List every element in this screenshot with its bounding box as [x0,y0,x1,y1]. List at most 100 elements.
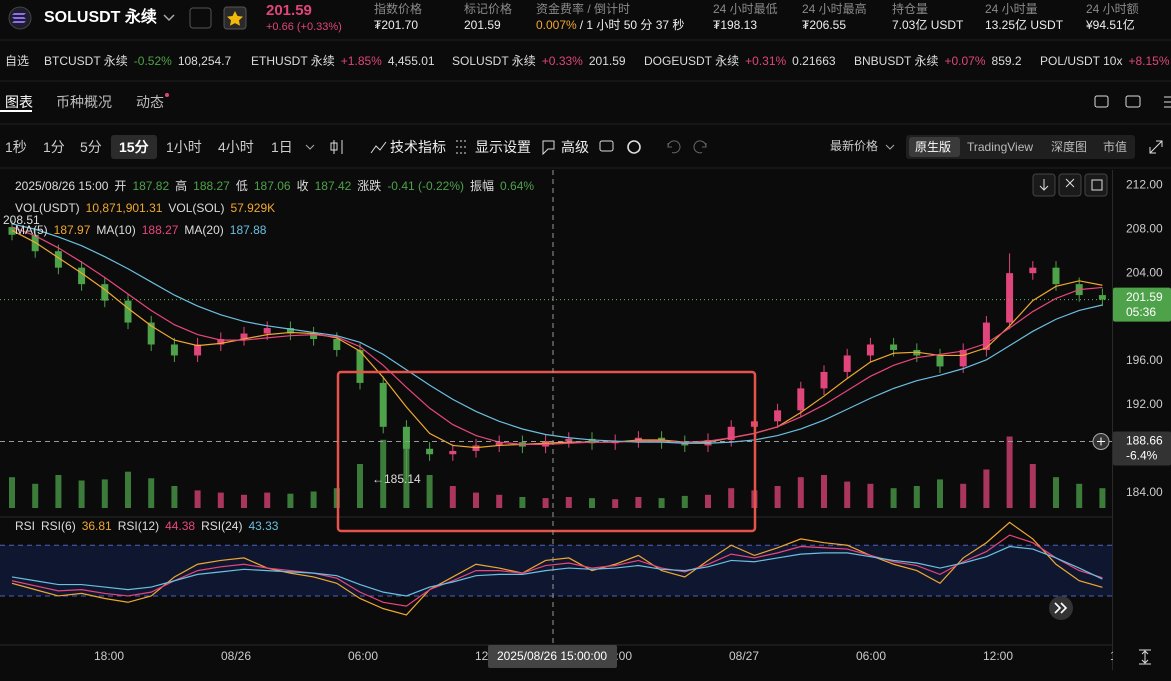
volume-bar [287,493,294,508]
legend-value: 36.81 [81,519,112,533]
ticker-item[interactable]: BTCUSDT 永续 -0.52% 108,254.7 [44,55,231,67]
candle-body [866,344,874,356]
tab[interactable]: 动态 [136,94,164,110]
tool-button[interactable]: 技术指标 [390,139,446,155]
ticker-price: 201.59 [588,54,626,68]
tab[interactable]: 图表 [5,94,33,110]
max-label: 208.51 [3,213,40,227]
interval-button[interactable]: 4小时 [218,139,254,155]
ticker-change: +0.33% [541,54,583,68]
volume-bar [32,483,39,508]
ticker-item[interactable]: ETHUSDT 永续 +1.85% 4,455.01 [251,55,435,67]
ticker-name: BNBUSDT 永续 [854,54,939,68]
legend-label: 涨跌 [357,179,382,193]
y-tick-label: 196.00 [1126,353,1163,367]
legend-value: 187.88 [229,223,267,237]
candle-body [959,349,967,367]
interval-dropdown[interactable] [305,144,315,150]
axis-scale-icon [1139,649,1151,665]
fullscreen-icon[interactable] [1149,140,1163,154]
volume-bar [449,486,456,508]
candle-body [263,328,271,334]
view-button[interactable]: 深度图 [1051,140,1088,154]
ticker-change: +0.07% [944,54,986,68]
candle-body [1052,267,1060,285]
y-tick-label: 212.00 [1126,178,1163,192]
ticker-item[interactable]: DOGEUSDT 永续 +0.31% 0.21663 [644,55,836,67]
symbol-dropdown[interactable] [163,14,175,22]
price-axis-panel [1113,645,1171,681]
volume-bar [1029,464,1036,508]
candle-type-icon[interactable] [333,140,343,154]
last-price-tag [1113,287,1171,322]
stat-value-row: ¥94.51亿 [1086,19,1135,31]
interval-button[interactable]: 5分 [80,139,102,155]
volume-bar [310,491,317,508]
template-icon[interactable] [599,140,614,152]
y-tick-label: 208.00 [1126,221,1163,235]
volume-bar [148,478,155,508]
x-tick-label: 06:00 [856,649,886,663]
candle-body [449,450,457,455]
ticker-item[interactable]: SOLUSDT 永续 +0.33% 201.59 [452,55,626,67]
alert-icon[interactable] [1094,95,1109,108]
ticker-item[interactable]: BNBUSDT 永续 +0.07% 859.2 [854,55,1022,67]
tool-button[interactable]: 显示设置 [475,139,531,155]
candle-body [286,328,294,334]
undo-icon[interactable] [667,140,681,154]
price-type-dropdown[interactable] [885,144,895,150]
stat-label: 24 小时最高 [802,2,867,16]
interval-button[interactable]: 1日 [271,139,293,155]
stat-value-row: 13.25亿 USDT [985,19,1063,31]
candle-body [356,349,364,383]
volume-bar [658,498,665,508]
scroll-latest-icon [1054,602,1068,614]
redo-icon[interactable] [693,140,707,154]
candle-body [1029,267,1037,274]
info-button[interactable] [189,7,212,29]
x-tick-label: 08/27 [729,649,759,663]
legend-title: RSI [15,519,36,533]
legend-label: MA(20) [184,223,224,237]
legend-label: RSI(24) [201,519,243,533]
chart-tool-button[interactable] [1058,173,1082,197]
volume-bar [1099,488,1106,508]
tab[interactable]: 币种概况 [56,94,112,110]
volume-bar [983,469,990,508]
candle-body [78,267,86,285]
volume-bar [357,464,363,508]
ticker-price: 4,455.01 [387,54,435,68]
volume-bar [565,497,572,508]
candle-body [310,333,318,339]
ticker-item[interactable]: POL/USDT 10x +8.15% [1040,55,1170,67]
candle-body [379,382,387,427]
chart-tool-button[interactable] [1084,173,1108,197]
ticker-name: DOGEUSDT 永续 [644,54,740,68]
volume-bar [728,488,735,508]
view-button[interactable]: TradingView [967,140,1034,154]
interval-button[interactable]: 1秒 [5,139,27,155]
volume-bar [101,479,108,508]
settings-icon[interactable] [627,140,641,154]
volume-bar [797,477,804,508]
layout-icon[interactable] [1125,95,1141,108]
legend-label: 振幅 [470,179,495,193]
tool-button[interactable]: 高级 [561,139,589,155]
rsi-line [11,521,1103,616]
view-button[interactable]: 市值 [1103,140,1128,154]
x-tick-label: 18:00 [94,649,124,663]
view-button[interactable]: 原生版 [915,140,952,154]
candle-body [54,251,62,268]
stat-value: 7.03亿 USDT [892,18,964,32]
volume-bar [635,497,642,508]
stat-value: 201.59 [464,18,501,32]
price-type[interactable]: 最新价格 [830,139,879,153]
stat-value: 0.007% [536,18,577,32]
volume-bar [496,494,503,508]
rsi-line [11,545,1103,597]
interval-button[interactable]: 15分 [119,139,149,155]
interval-button[interactable]: 1分 [43,139,65,155]
interval-button[interactable]: 1小时 [166,139,202,155]
x-tick-label: 08/26 [221,649,251,663]
